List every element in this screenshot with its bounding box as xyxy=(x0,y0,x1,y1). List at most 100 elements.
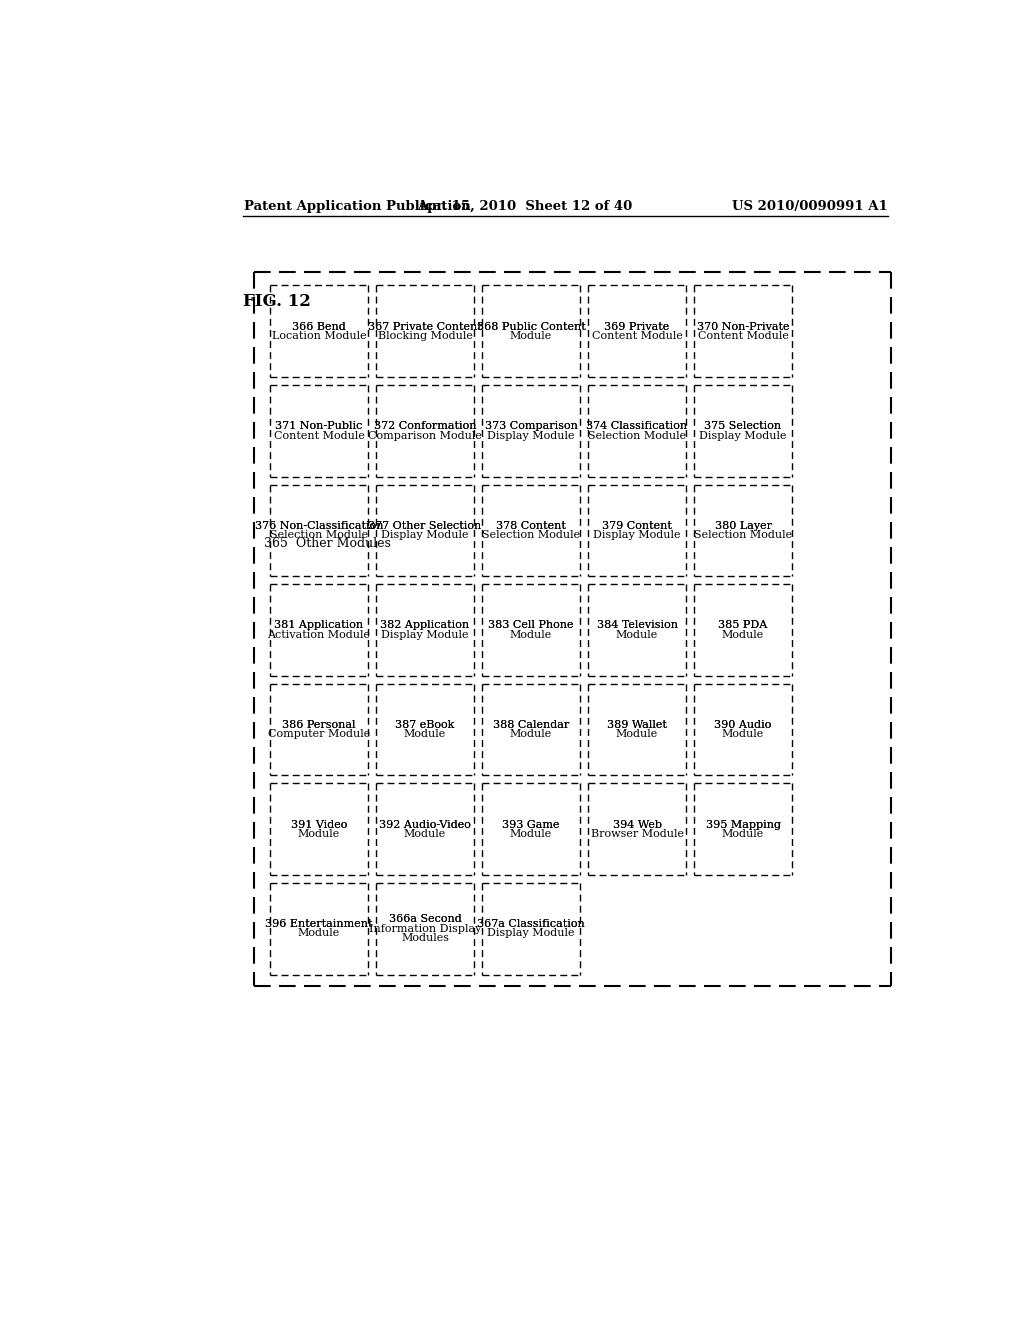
Text: Display Module: Display Module xyxy=(487,430,574,441)
Text: 366a Second: 366a Second xyxy=(388,915,462,924)
Text: 387 eBook: 387 eBook xyxy=(395,719,455,730)
Text: 382 Application: 382 Application xyxy=(381,620,470,631)
Text: 395 Mapping: 395 Mapping xyxy=(706,820,780,829)
Text: Module: Module xyxy=(615,729,658,739)
Text: 375 Selection: 375 Selection xyxy=(705,421,781,432)
Text: 385 PDA: 385 PDA xyxy=(719,620,768,631)
Text: 393 Game: 393 Game xyxy=(502,820,560,829)
Text: 377 Other Selection: 377 Other Selection xyxy=(369,521,481,531)
Text: 382 Application: 382 Application xyxy=(381,620,470,631)
Text: 394 Web: 394 Web xyxy=(612,820,662,829)
Text: 388 Calendar: 388 Calendar xyxy=(493,719,569,730)
Text: Information Display: Information Display xyxy=(369,924,481,933)
Text: 367a Classification: 367a Classification xyxy=(477,919,585,929)
Text: 378 Content: 378 Content xyxy=(496,521,566,531)
Text: 366 Bend: 366 Bend xyxy=(292,322,346,331)
Text: Blocking Module: Blocking Module xyxy=(378,331,472,341)
Text: Module: Module xyxy=(510,829,552,838)
Text: Activation Module: Activation Module xyxy=(267,630,371,640)
Text: 378 Content: 378 Content xyxy=(496,521,566,531)
Text: Module: Module xyxy=(722,729,764,739)
Text: 371 Non-Public: 371 Non-Public xyxy=(275,421,362,432)
Text: Display Module: Display Module xyxy=(699,430,786,441)
Text: 389 Wallet: 389 Wallet xyxy=(607,719,667,730)
Text: 389 Wallet: 389 Wallet xyxy=(607,719,667,730)
Text: 366 Bend: 366 Bend xyxy=(292,322,346,331)
Text: 376 Non-Classification: 376 Non-Classification xyxy=(255,521,383,531)
Text: 392 Audio-Video: 392 Audio-Video xyxy=(379,820,471,829)
Text: 379 Content: 379 Content xyxy=(602,521,672,531)
Text: 380 Layer: 380 Layer xyxy=(715,521,771,531)
Text: Module: Module xyxy=(510,729,552,739)
Text: Content Module: Content Module xyxy=(273,430,365,441)
Text: 369 Private: 369 Private xyxy=(604,322,670,331)
Text: 386 Personal: 386 Personal xyxy=(283,719,355,730)
Text: Module: Module xyxy=(615,630,658,640)
Text: 372 Conformation: 372 Conformation xyxy=(374,421,476,432)
Text: Display Module: Display Module xyxy=(487,928,574,939)
Text: 375 Selection: 375 Selection xyxy=(705,421,781,432)
Text: Selection Module: Selection Module xyxy=(270,531,368,540)
Text: 368 Public Content: 368 Public Content xyxy=(476,322,586,331)
Text: Apr. 15, 2010  Sheet 12 of 40: Apr. 15, 2010 Sheet 12 of 40 xyxy=(417,199,633,213)
Text: 381 Application: 381 Application xyxy=(274,620,364,631)
Text: Selection Module: Selection Module xyxy=(588,430,686,441)
Text: Modules: Modules xyxy=(401,933,449,942)
Text: 372 Conformation: 372 Conformation xyxy=(374,421,476,432)
Text: 386 Personal: 386 Personal xyxy=(283,719,355,730)
Text: 388 Calendar: 388 Calendar xyxy=(493,719,569,730)
Text: 394 Web: 394 Web xyxy=(612,820,662,829)
Text: 395 Mapping: 395 Mapping xyxy=(706,820,780,829)
Text: 380 Layer: 380 Layer xyxy=(715,521,771,531)
Text: FIG. 12: FIG. 12 xyxy=(243,293,310,310)
Text: US 2010/0090991 A1: US 2010/0090991 A1 xyxy=(732,199,888,213)
Text: 383 Cell Phone: 383 Cell Phone xyxy=(488,620,573,631)
Text: 387 eBook: 387 eBook xyxy=(395,719,455,730)
Text: 385 PDA: 385 PDA xyxy=(719,620,768,631)
Text: 384 Television: 384 Television xyxy=(597,620,678,631)
Text: Display Module: Display Module xyxy=(593,531,681,540)
Text: 379 Content: 379 Content xyxy=(602,521,672,531)
Text: 370 Non-Private: 370 Non-Private xyxy=(696,322,790,331)
Text: Module: Module xyxy=(298,829,340,838)
Text: Selection Module: Selection Module xyxy=(694,531,793,540)
Text: 391 Video: 391 Video xyxy=(291,820,347,829)
Text: Module: Module xyxy=(510,630,552,640)
Text: 390 Audio: 390 Audio xyxy=(715,719,772,730)
Text: 367a Classification: 367a Classification xyxy=(477,919,585,929)
Text: 396 Entertainment: 396 Entertainment xyxy=(265,919,373,929)
Text: Patent Application Publication: Patent Application Publication xyxy=(245,199,471,213)
Text: Module: Module xyxy=(722,630,764,640)
Text: 377 Other Selection: 377 Other Selection xyxy=(369,521,481,531)
Text: 370 Non-Private: 370 Non-Private xyxy=(696,322,790,331)
Text: 373 Comparison: 373 Comparison xyxy=(484,421,578,432)
Text: 369 Private: 369 Private xyxy=(604,322,670,331)
Text: Content Module: Content Module xyxy=(697,331,788,341)
Text: 367 Private Content: 367 Private Content xyxy=(368,322,482,331)
Text: 384 Television: 384 Television xyxy=(597,620,678,631)
Text: Browser Module: Browser Module xyxy=(591,829,684,838)
Text: 368 Public Content: 368 Public Content xyxy=(476,322,586,331)
Text: 365  Other Modules: 365 Other Modules xyxy=(263,537,390,550)
Text: 396 Entertainment: 396 Entertainment xyxy=(265,919,373,929)
Text: Module: Module xyxy=(298,928,340,939)
Text: 383 Cell Phone: 383 Cell Phone xyxy=(488,620,573,631)
Text: Display Module: Display Module xyxy=(381,630,469,640)
Text: 390 Audio: 390 Audio xyxy=(715,719,772,730)
Text: 391 Video: 391 Video xyxy=(291,820,347,829)
Text: Comparison Module: Comparison Module xyxy=(368,430,482,441)
Text: Module: Module xyxy=(722,829,764,838)
Text: 376 Non-Classification: 376 Non-Classification xyxy=(255,521,383,531)
Text: 367 Private Content: 367 Private Content xyxy=(368,322,482,331)
Text: 381 Application: 381 Application xyxy=(274,620,364,631)
Text: 371 Non-Public: 371 Non-Public xyxy=(275,421,362,432)
Text: Computer Module: Computer Module xyxy=(268,729,370,739)
Text: Content Module: Content Module xyxy=(592,331,682,341)
Text: Module: Module xyxy=(403,829,446,838)
Text: 366a Second: 366a Second xyxy=(388,915,462,924)
Text: Location Module: Location Module xyxy=(271,331,367,341)
Text: Selection Module: Selection Module xyxy=(482,531,580,540)
Text: 374 Classification: 374 Classification xyxy=(587,421,687,432)
Text: 393 Game: 393 Game xyxy=(502,820,560,829)
Text: Module: Module xyxy=(510,331,552,341)
